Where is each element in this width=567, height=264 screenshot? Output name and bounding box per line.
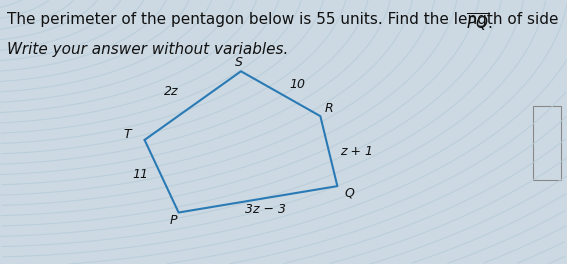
Text: 11: 11 [133, 168, 149, 181]
Text: T: T [124, 128, 132, 141]
Text: Q: Q [344, 187, 354, 200]
Text: R: R [324, 102, 333, 115]
Text: Write your answer without variables.: Write your answer without variables. [7, 42, 288, 57]
Text: $\overline{PQ}$.: $\overline{PQ}$. [466, 12, 493, 34]
Text: 3z − 3: 3z − 3 [245, 203, 286, 216]
Bar [533, 106, 561, 180]
Text: P: P [169, 214, 177, 227]
Text: 2z: 2z [164, 84, 179, 98]
Text: S: S [235, 55, 243, 69]
Text: The perimeter of the pentagon below is 55 units. Find the length of side: The perimeter of the pentagon below is 5… [7, 12, 563, 27]
Text: z + 1: z + 1 [340, 145, 373, 158]
Text: 10: 10 [289, 78, 305, 91]
